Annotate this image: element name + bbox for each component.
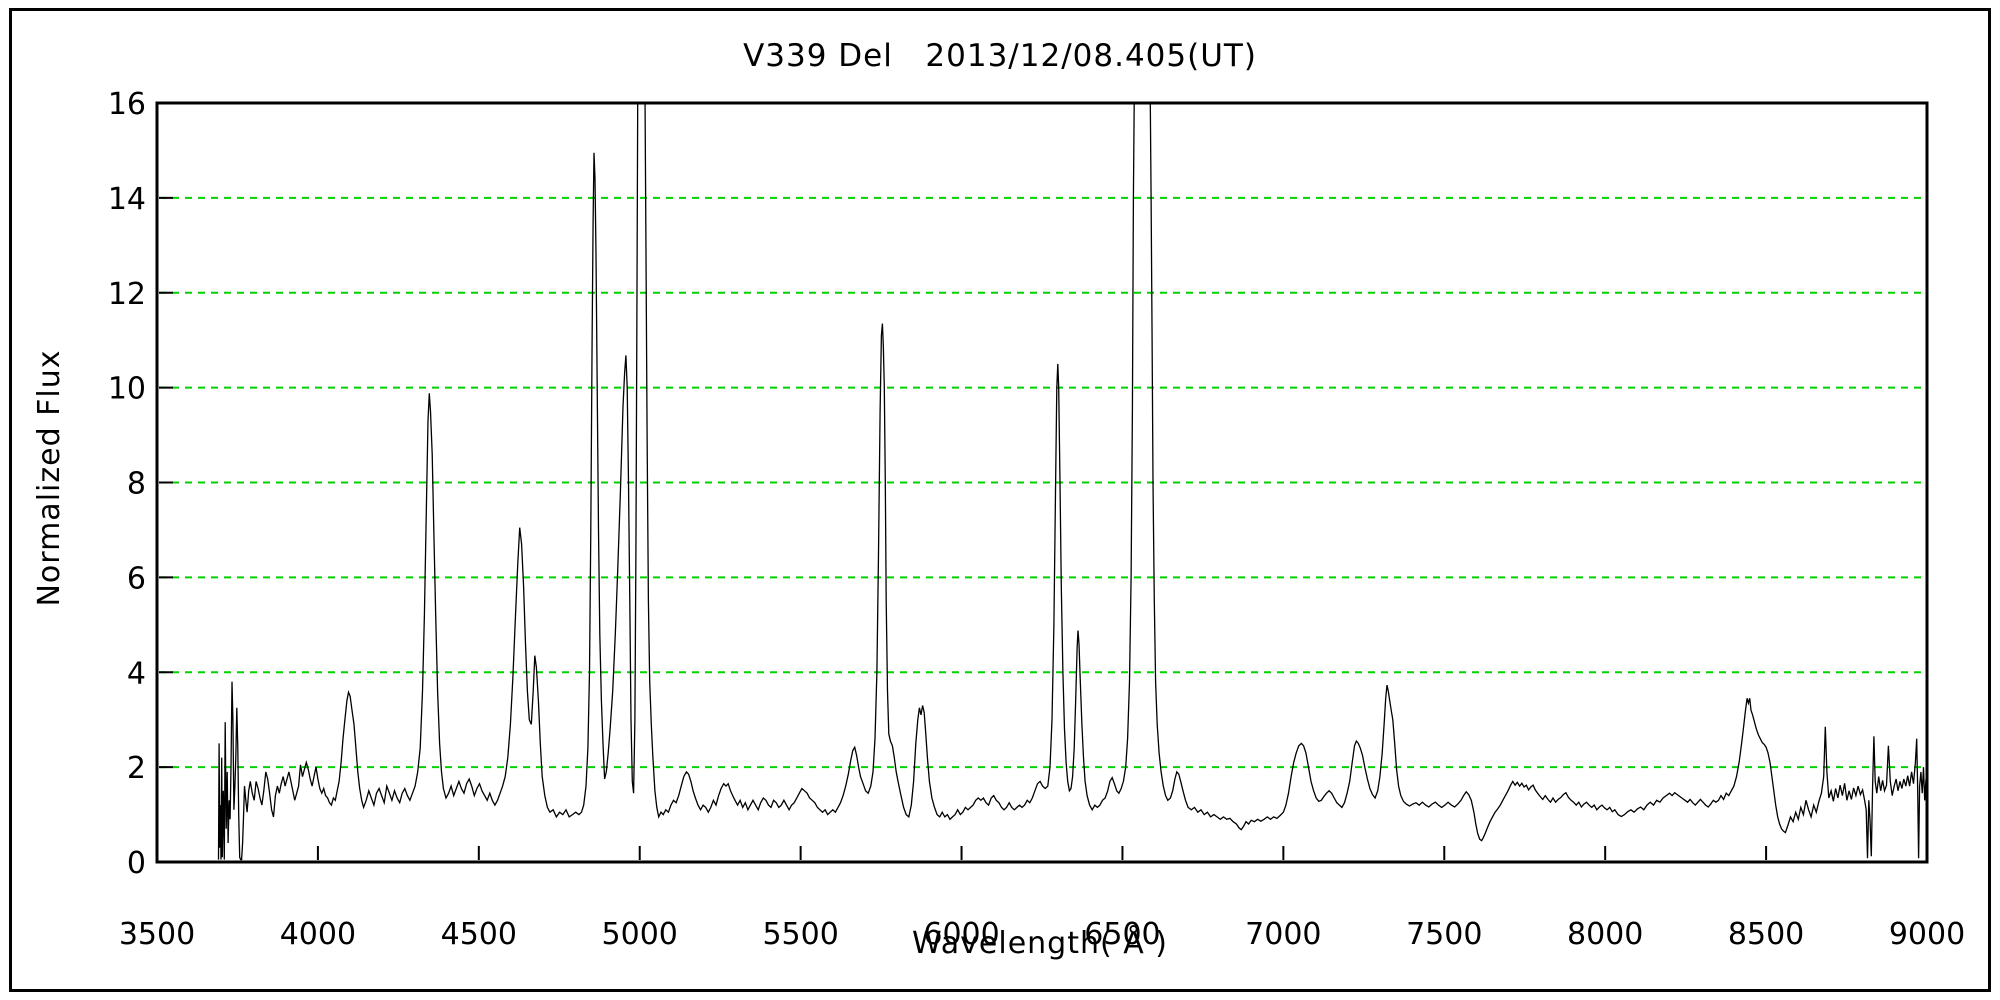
spectrum-trace <box>217 103 1927 861</box>
x-tick-label: 5000 <box>602 917 678 952</box>
y-tick-label: 4 <box>127 656 146 691</box>
outer-border <box>9 8 1991 992</box>
x-tick-label: 4500 <box>441 917 517 952</box>
x-tick-label: 7500 <box>1406 917 1482 952</box>
x-tick-label: 6000 <box>923 917 999 952</box>
y-tick-label: 12 <box>108 277 146 312</box>
y-tick-label: 16 <box>108 87 146 122</box>
x-tick-label: 3500 <box>119 917 195 952</box>
y-tick-label: 10 <box>108 372 146 407</box>
y-tick-label: 2 <box>127 751 146 786</box>
x-tick-label: 8000 <box>1567 917 1643 952</box>
x-tick-label: 8500 <box>1728 917 1804 952</box>
chart-title: V339 Del 2013/12/08.405(UT) <box>743 38 1257 74</box>
x-tick-label: 6500 <box>1084 917 1160 952</box>
x-tick-label: 9000 <box>1889 917 1965 952</box>
y-tick-label: 8 <box>127 467 146 502</box>
y-tick-label: 0 <box>127 846 146 881</box>
y-tick-label: 14 <box>108 182 146 217</box>
x-tick-label: 7000 <box>1245 917 1321 952</box>
x-axis-title: Wavelength( Å ) <box>912 926 1168 961</box>
x-tick-label: 4000 <box>280 917 356 952</box>
plot-frame <box>155 101 1929 864</box>
x-tick-label: 5500 <box>762 917 838 952</box>
y-tick-label: 6 <box>127 561 146 596</box>
